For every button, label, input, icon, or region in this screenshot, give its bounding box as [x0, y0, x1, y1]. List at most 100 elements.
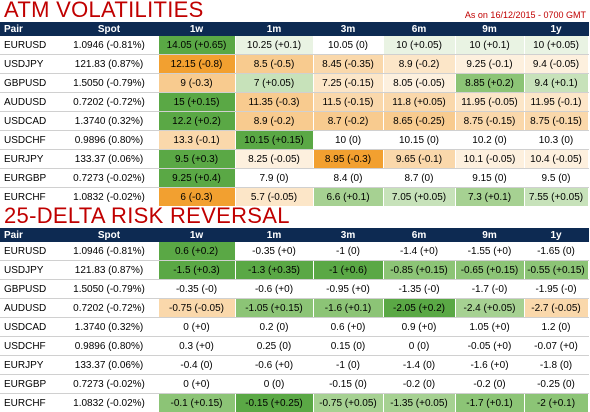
value-cell: -0.05 (+0) [455, 337, 524, 356]
spot-cell: 1.5050 (-0.79%) [60, 280, 158, 299]
value-cell: 9.65 (-0.1) [383, 150, 455, 169]
atm-title: ATM VOLATILITIES [4, 0, 204, 23]
value-cell: 8.5 (-0.5) [235, 55, 313, 74]
value-cell: 11.8 (+0.05) [383, 93, 455, 112]
column-header: Spot [60, 228, 158, 242]
spot-cell: 121.83 (0.87%) [60, 55, 158, 74]
value-cell: 10 (+0.05) [383, 36, 455, 55]
value-cell: 9.25 (-0.1) [455, 55, 524, 74]
value-cell: 7.9 (0) [235, 169, 313, 188]
pair-cell: GBPUSD [0, 74, 60, 93]
value-cell: -1.55 (+0) [455, 242, 524, 261]
column-header: 3m [313, 22, 383, 36]
value-cell: -2.7 (-0.05) [524, 299, 588, 318]
value-cell: 8.9 (-0.2) [235, 112, 313, 131]
value-cell: -0.35 (+0) [235, 242, 313, 261]
value-cell: -1 (+0.6) [313, 261, 383, 280]
value-cell: -0.6 (+0) [235, 280, 313, 299]
value-cell: -0.75 (+0.05) [313, 394, 383, 412]
spot-cell: 1.5050 (-0.79%) [60, 74, 158, 93]
pair-cell: USDJPY [0, 261, 60, 280]
column-header: 9m [455, 228, 524, 242]
value-cell: -1.35 (+0.05) [383, 394, 455, 412]
value-cell: 8.75 (-0.15) [455, 112, 524, 131]
spot-cell: 1.0946 (-0.81%) [60, 242, 158, 261]
value-cell: 0.6 (+0) [313, 318, 383, 337]
column-header: 6m [383, 22, 455, 36]
value-cell: 8.95 (-0.3) [313, 150, 383, 169]
value-cell: 0 (0) [235, 375, 313, 394]
value-cell: 0 (0) [383, 337, 455, 356]
spot-cell: 1.3740 (0.32%) [60, 318, 158, 337]
value-cell: 9.5 (0) [524, 169, 588, 188]
value-cell: 0 (+0) [158, 375, 235, 394]
value-cell: 8.75 (-0.15) [524, 112, 588, 131]
column-header: 1m [235, 228, 313, 242]
value-cell: -2.4 (+0.05) [455, 299, 524, 318]
value-cell: 12.15 (-0.8) [158, 55, 235, 74]
spot-cell: 133.37 (0.06%) [60, 356, 158, 375]
value-cell: -2.05 (+0.2) [383, 299, 455, 318]
rr-title-row: 25-DELTA RISK REVERSAL [0, 206, 590, 228]
value-cell: 0.2 (0) [235, 318, 313, 337]
spot-cell: 1.3740 (0.32%) [60, 112, 158, 131]
spot-cell: 1.0946 (-0.81%) [60, 36, 158, 55]
value-cell: -1.7 (+0.1) [455, 394, 524, 412]
value-cell: -0.15 (+0.25) [235, 394, 313, 412]
value-cell: 10.2 (0) [455, 131, 524, 150]
column-header: Pair [0, 22, 60, 36]
value-cell: -1 (0) [313, 242, 383, 261]
column-header: 1y [524, 228, 588, 242]
value-cell: 10.25 (+0.1) [235, 36, 313, 55]
value-cell: -1.4 (0) [383, 356, 455, 375]
value-cell: 8.45 (-0.35) [313, 55, 383, 74]
value-cell: -1.8 (0) [524, 356, 588, 375]
column-header: 1w [158, 228, 235, 242]
value-cell: -1.3 (+0.35) [235, 261, 313, 280]
spot-cell: 0.7202 (-0.72%) [60, 93, 158, 112]
value-cell: -0.2 (0) [455, 375, 524, 394]
value-cell: -0.6 (+0) [235, 356, 313, 375]
spot-cell: 121.83 (0.87%) [60, 261, 158, 280]
value-cell: 9.5 (+0.3) [158, 150, 235, 169]
value-cell: -1.65 (0) [524, 242, 588, 261]
value-cell: 9.4 (-0.05) [524, 55, 588, 74]
value-cell: -1.4 (+0) [383, 242, 455, 261]
value-cell: 10.15 (+0.15) [235, 131, 313, 150]
value-cell: 7 (+0.05) [235, 74, 313, 93]
column-header: 6m [383, 228, 455, 242]
spot-cell: 1.0832 (-0.02%) [60, 394, 158, 412]
pair-cell: USDCHF [0, 131, 60, 150]
value-cell: -0.1 (+0.15) [158, 394, 235, 412]
value-cell: 12.2 (+0.2) [158, 112, 235, 131]
value-cell: -0.95 (+0) [313, 280, 383, 299]
value-cell: -1.6 (+0) [455, 356, 524, 375]
value-cell: 14.05 (+0.65) [158, 36, 235, 55]
value-cell: 9.4 (+0.1) [524, 74, 588, 93]
pair-cell: AUDUSD [0, 93, 60, 112]
spot-cell: 0.7273 (-0.02%) [60, 375, 158, 394]
spot-cell: 0.9896 (0.80%) [60, 131, 158, 150]
value-cell: 10 (+0.1) [455, 36, 524, 55]
pair-cell: EURCHF [0, 394, 60, 412]
value-cell: 8.05 (-0.05) [383, 74, 455, 93]
value-cell: 9.15 (0) [455, 169, 524, 188]
as-of-timestamp: As on 16/12/2015 - 0700 GMT [465, 10, 586, 20]
value-cell: -0.2 (0) [383, 375, 455, 394]
value-cell: 7.55 (+0.05) [524, 188, 588, 207]
pair-cell: EURGBP [0, 169, 60, 188]
value-cell: 10.05 (0) [313, 36, 383, 55]
